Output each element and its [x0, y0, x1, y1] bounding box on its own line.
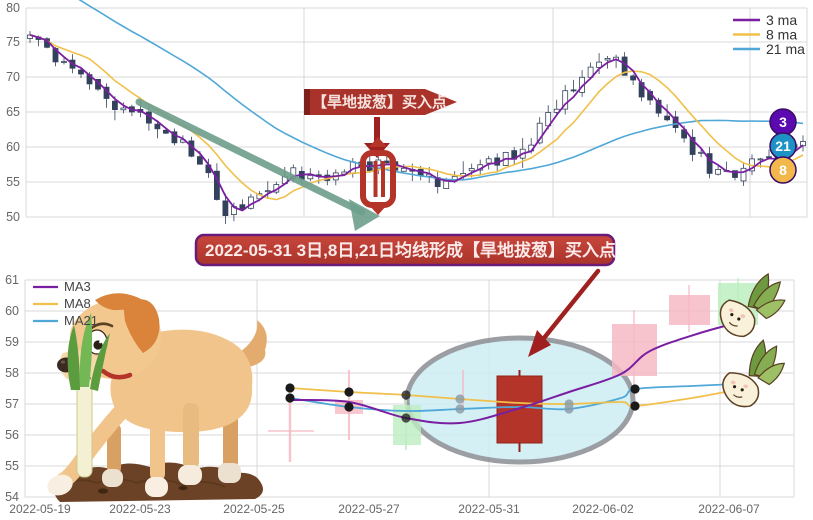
svg-text:2022-05-19: 2022-05-19 [9, 502, 71, 516]
svg-text:2022-05-31: 2022-05-31 [458, 502, 520, 516]
svg-text:【旱地拔葱】买入点: 【旱地拔葱】买入点 [312, 93, 447, 111]
svg-text:60: 60 [5, 304, 19, 318]
svg-text:56: 56 [5, 428, 19, 442]
svg-text:MA8: MA8 [64, 296, 91, 311]
svg-text:57: 57 [5, 397, 19, 411]
svg-text:2022-05-23: 2022-05-23 [109, 502, 171, 516]
svg-text:8: 8 [779, 162, 787, 178]
svg-text:55: 55 [6, 175, 20, 189]
svg-text:2022-05-31 3日,8日,21日均线形成【旱地拔葱】: 2022-05-31 3日,8日,21日均线形成【旱地拔葱】买入点 [205, 240, 616, 260]
svg-text:MA3: MA3 [64, 279, 91, 294]
svg-text:55: 55 [5, 459, 19, 473]
svg-text:59: 59 [5, 335, 19, 349]
svg-text:2022-06-02: 2022-06-02 [572, 502, 634, 516]
svg-text:21: 21 [775, 138, 791, 154]
svg-text:60: 60 [6, 140, 20, 154]
svg-text:58: 58 [5, 366, 19, 380]
svg-text:2022-05-27: 2022-05-27 [338, 502, 400, 516]
svg-text:80: 80 [6, 1, 20, 15]
svg-text:MA21: MA21 [64, 313, 98, 328]
svg-text:3: 3 [779, 114, 787, 130]
svg-text:21 ma: 21 ma [766, 41, 805, 57]
svg-text:61: 61 [5, 273, 19, 287]
svg-text:65: 65 [6, 105, 20, 119]
svg-text:50: 50 [6, 210, 20, 224]
svg-text:2022-06-07: 2022-06-07 [698, 502, 760, 516]
svg-text:75: 75 [6, 35, 20, 49]
svg-text:70: 70 [6, 70, 20, 84]
svg-text:2022-05-25: 2022-05-25 [223, 502, 285, 516]
